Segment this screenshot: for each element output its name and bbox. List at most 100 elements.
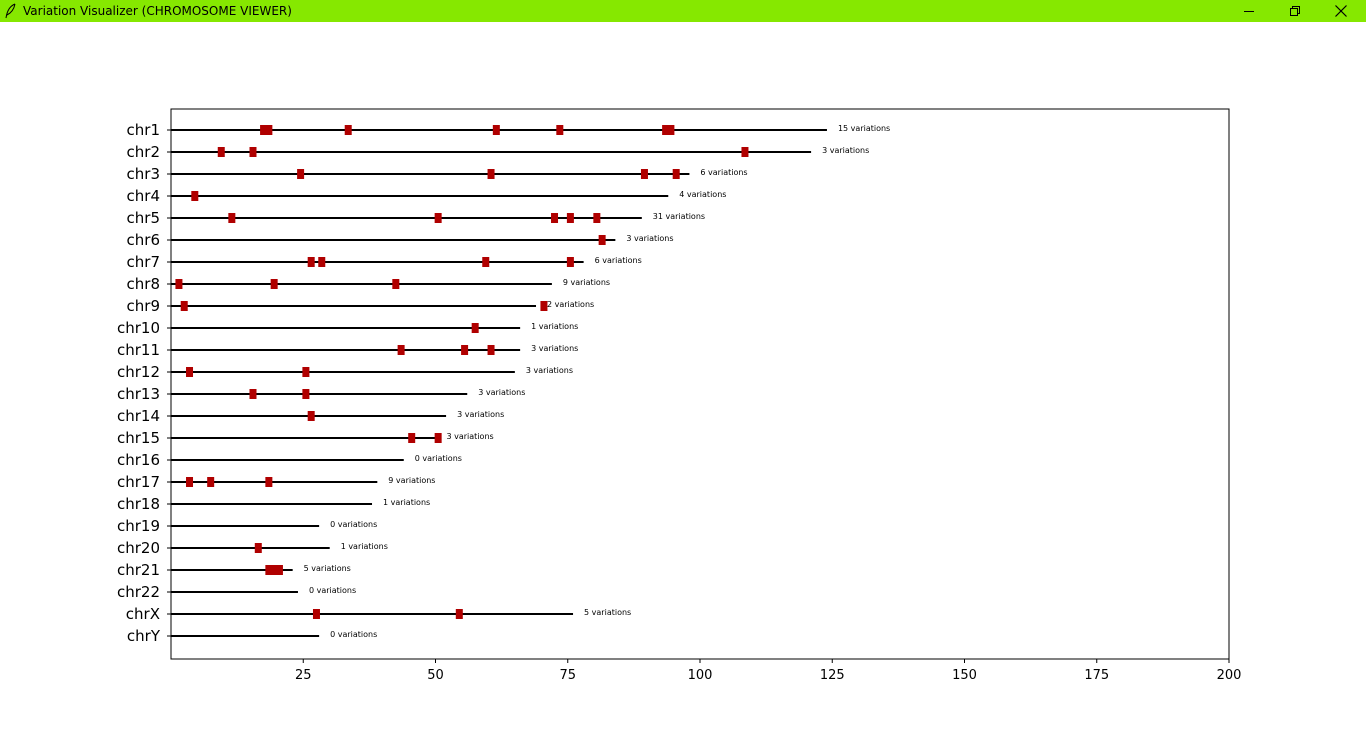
chromosome-label: chr4 xyxy=(127,187,160,205)
variation-marker xyxy=(344,125,352,135)
variation-marker xyxy=(540,301,548,311)
chromosome-label: chr16 xyxy=(117,451,160,469)
variation-marker xyxy=(487,345,495,355)
variation-marker xyxy=(487,169,495,179)
x-tick-label: 150 xyxy=(952,668,977,683)
variation-marker xyxy=(667,125,675,135)
variation-marker xyxy=(397,345,405,355)
feather-icon xyxy=(5,3,16,19)
chromosome-label: chr12 xyxy=(117,363,160,381)
chromosome-label: chr15 xyxy=(117,429,160,447)
chromosome-label: chr7 xyxy=(127,253,160,271)
close-button[interactable] xyxy=(1318,0,1364,22)
variation-marker xyxy=(434,213,442,223)
variation-count-label: 3 variations xyxy=(531,344,578,353)
variation-count-label: 3 variations xyxy=(457,410,504,419)
minimize-button[interactable] xyxy=(1226,0,1272,22)
variation-count-label: 1 variations xyxy=(383,498,430,507)
variation-count-label: 1 variations xyxy=(341,542,388,551)
variation-count-label: 5 variations xyxy=(304,564,351,573)
window-title: Variation Visualizer (CHROMOSOME VIEWER) xyxy=(23,4,292,18)
chromosome-label: chrY xyxy=(127,627,161,645)
chromosome-label: chr11 xyxy=(117,341,160,359)
minimize-icon xyxy=(1244,11,1254,12)
variation-marker xyxy=(254,543,262,553)
x-tick-label: 25 xyxy=(295,668,312,683)
variation-marker xyxy=(392,279,400,289)
x-tick-label: 200 xyxy=(1217,668,1242,683)
variation-marker xyxy=(640,169,648,179)
x-tick-label: 175 xyxy=(1084,668,1109,683)
chromosome-label: chr17 xyxy=(117,473,160,491)
variation-marker xyxy=(249,147,257,157)
variation-marker xyxy=(228,213,236,223)
variation-marker xyxy=(249,389,257,399)
chromosome-label: chr13 xyxy=(117,385,160,403)
variation-marker xyxy=(593,213,601,223)
variation-marker xyxy=(434,433,442,443)
chromosome-label: chr19 xyxy=(117,517,160,535)
variation-marker xyxy=(275,565,283,575)
variation-marker xyxy=(551,213,559,223)
restore-button[interactable] xyxy=(1272,0,1318,22)
variation-marker xyxy=(217,147,225,157)
variation-marker xyxy=(318,257,326,267)
chromosome-label: chr2 xyxy=(127,143,160,161)
variation-marker xyxy=(662,125,670,135)
variation-marker xyxy=(191,191,199,201)
chromosome-label: chrX xyxy=(126,605,160,623)
variation-count-label: 0 variations xyxy=(415,454,462,463)
chromosome-label: chr8 xyxy=(127,275,160,293)
variation-marker xyxy=(302,389,310,399)
variation-marker xyxy=(672,169,680,179)
chromosome-label: chr1 xyxy=(127,121,160,139)
chromosome-label: chr22 xyxy=(117,583,160,601)
variation-marker xyxy=(566,257,574,267)
chromosome-label: chr9 xyxy=(127,297,160,315)
variation-marker xyxy=(175,279,183,289)
variation-count-label: 0 variations xyxy=(330,630,377,639)
variation-marker xyxy=(186,367,194,377)
x-tick-label: 125 xyxy=(820,668,845,683)
variation-count-label: 5 variations xyxy=(584,608,631,617)
variation-marker xyxy=(186,477,194,487)
variation-marker xyxy=(556,125,564,135)
variation-marker xyxy=(566,213,574,223)
variation-marker xyxy=(455,609,463,619)
variation-count-label: 3 variations xyxy=(447,432,494,441)
x-tick-label: 75 xyxy=(559,668,576,683)
variation-marker xyxy=(265,565,273,575)
variation-count-label: 6 variations xyxy=(595,256,642,265)
chromosome-label: chr20 xyxy=(117,539,160,557)
variation-marker xyxy=(312,609,320,619)
variation-count-label: 2 variations xyxy=(547,300,594,309)
variation-count-label: 1 variations xyxy=(531,322,578,331)
chromosome-label: chr6 xyxy=(127,231,160,249)
variation-marker xyxy=(260,125,268,135)
variation-marker xyxy=(270,279,278,289)
variation-count-label: 6 variations xyxy=(700,168,747,177)
variation-count-label: 9 variations xyxy=(388,476,435,485)
variation-count-label: 15 variations xyxy=(838,124,890,133)
variation-marker xyxy=(492,125,500,135)
variation-marker xyxy=(482,257,490,267)
variation-count-label: 0 variations xyxy=(330,520,377,529)
variation-marker xyxy=(461,345,469,355)
variation-count-label: 0 variations xyxy=(309,586,356,595)
variation-count-label: 3 variations xyxy=(478,388,525,397)
chromosome-label: chr10 xyxy=(117,319,160,337)
x-tick-label: 50 xyxy=(427,668,444,683)
variation-marker xyxy=(270,565,278,575)
chromosome-label: chr18 xyxy=(117,495,160,513)
variation-count-label: 9 variations xyxy=(563,278,610,287)
variation-marker xyxy=(307,411,315,421)
variation-marker xyxy=(302,367,310,377)
chromosome-label: chr21 xyxy=(117,561,160,579)
variation-marker xyxy=(408,433,416,443)
variation-count-label: 3 variations xyxy=(526,366,573,375)
variation-count-label: 4 variations xyxy=(679,190,726,199)
variation-marker xyxy=(180,301,188,311)
title-bar[interactable]: Variation Visualizer (CHROMOSOME VIEWER) xyxy=(0,0,1366,22)
x-tick-label: 100 xyxy=(688,668,713,683)
